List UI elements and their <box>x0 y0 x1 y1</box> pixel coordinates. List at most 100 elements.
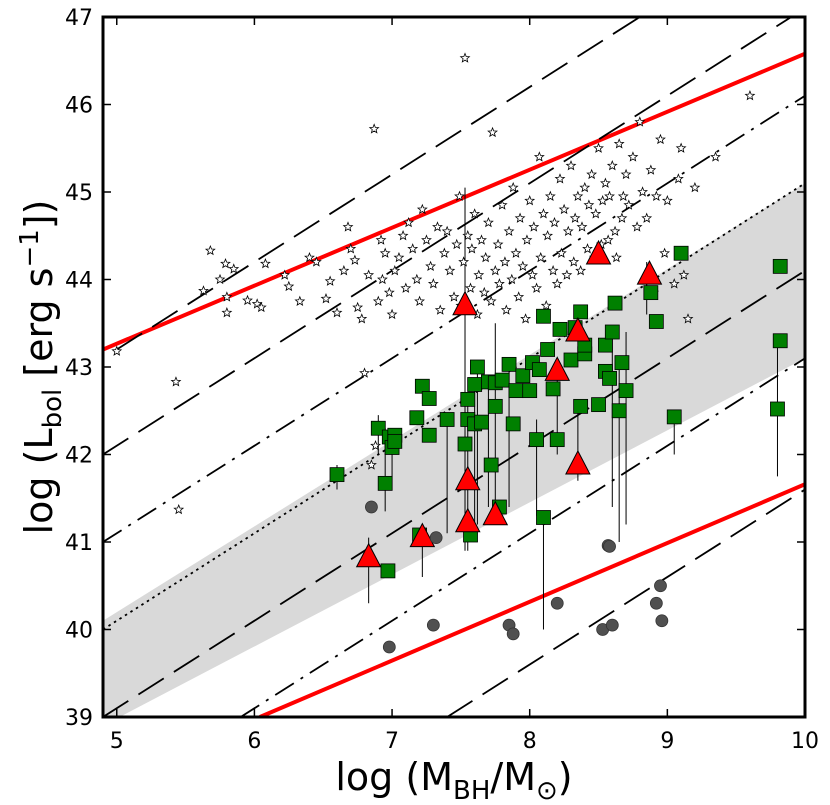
square-point <box>536 308 551 324</box>
y-tick-label: 43 <box>65 356 93 381</box>
triangle-point <box>355 542 382 568</box>
square-point <box>618 383 634 399</box>
square-point <box>648 314 664 329</box>
star-point <box>499 256 511 267</box>
star-point <box>338 265 350 276</box>
star-point <box>444 265 456 276</box>
star-point <box>483 216 494 228</box>
star-point <box>466 243 478 254</box>
star-point <box>352 301 364 313</box>
square-point <box>329 467 345 483</box>
star-point <box>458 256 470 267</box>
square-point <box>380 563 396 579</box>
square-point <box>545 381 561 397</box>
star-point <box>397 230 409 241</box>
star-point <box>170 376 182 387</box>
star-point <box>569 212 581 223</box>
star-point <box>279 269 291 280</box>
star-point <box>503 225 515 236</box>
star-point <box>606 160 618 171</box>
reference-line-longdash <box>103 269 805 717</box>
star-point <box>221 307 233 318</box>
star-point <box>432 221 443 232</box>
star-point <box>469 208 481 219</box>
star-point <box>345 243 357 254</box>
star-point <box>604 190 615 201</box>
star-point <box>672 173 684 184</box>
star-point <box>228 263 240 274</box>
x-axis-label-main: log (M <box>335 755 453 799</box>
star-point <box>682 313 694 324</box>
triangle-point <box>454 507 481 533</box>
circle-point <box>649 596 663 610</box>
circle-point <box>506 627 520 641</box>
square-point <box>377 475 393 491</box>
star-point <box>473 269 485 280</box>
x-tick-label: 5 <box>110 729 124 754</box>
star-point <box>641 212 653 223</box>
square-point <box>522 383 538 399</box>
square-point <box>604 324 620 340</box>
axis-ticks <box>103 16 806 718</box>
star-point <box>416 203 428 215</box>
square-point <box>460 391 476 407</box>
y-tick-label: 42 <box>65 444 93 469</box>
star-point <box>421 234 432 245</box>
triangle-point <box>544 356 571 381</box>
circle-point <box>603 539 616 553</box>
y-tick-label: 47 <box>65 6 93 31</box>
star-point <box>547 265 559 276</box>
star-point <box>710 151 721 162</box>
star-point <box>675 142 687 153</box>
star-point <box>538 208 549 219</box>
star-point <box>434 304 446 315</box>
square-point <box>483 457 499 473</box>
star-point <box>363 269 375 280</box>
star-point <box>242 294 253 306</box>
star-point <box>221 291 233 302</box>
square-point <box>494 372 510 388</box>
star-point <box>389 265 401 276</box>
star-point <box>744 90 756 101</box>
star-point <box>565 160 577 171</box>
star-point <box>111 345 123 356</box>
square-point <box>614 355 630 371</box>
star-point <box>427 278 439 289</box>
star-point <box>411 273 423 285</box>
star-point <box>500 304 512 315</box>
star-point <box>451 238 463 250</box>
star-point <box>320 293 332 304</box>
square-point <box>602 370 617 386</box>
star-point <box>668 278 680 289</box>
square-point <box>591 397 606 413</box>
star-point <box>549 216 560 228</box>
star-point <box>304 251 315 263</box>
triangle-point <box>454 465 481 491</box>
square-point <box>772 258 788 274</box>
square-point <box>666 409 682 425</box>
star-point <box>558 203 570 215</box>
star-point <box>540 300 552 311</box>
star-point <box>324 275 336 286</box>
reference-line-longdash <box>116 17 642 351</box>
square-point <box>487 398 503 414</box>
star-point <box>655 133 666 145</box>
square-point <box>611 403 627 419</box>
star-point <box>310 256 322 267</box>
star-point <box>260 258 271 269</box>
star-point <box>623 199 635 210</box>
star-point <box>478 286 490 298</box>
square-point <box>552 321 568 337</box>
star-point <box>386 308 398 320</box>
star-point <box>583 199 595 210</box>
square-point <box>421 427 437 443</box>
star-point <box>400 282 412 293</box>
star-point <box>383 286 395 298</box>
star-point <box>414 295 425 306</box>
circle-point <box>550 596 564 610</box>
star-point <box>524 195 536 206</box>
star-point <box>650 190 662 201</box>
star-point <box>255 301 267 313</box>
triangle-point <box>452 290 478 316</box>
star-point <box>533 151 545 162</box>
